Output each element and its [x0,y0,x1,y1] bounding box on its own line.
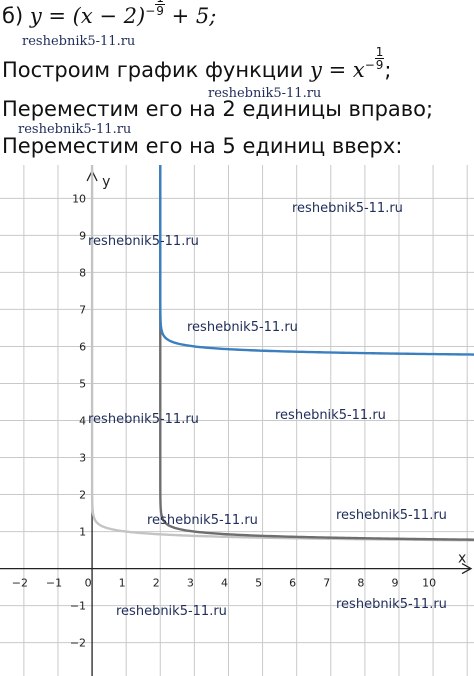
x-tick-label: 1 [119,577,126,590]
step-1-exponent: −1 9 [364,45,385,72]
function-curve-3 [159,165,474,356]
watermarks: reshebnik5-11.ru reshebnik5-11.ru reshebni… [88,201,447,619]
watermark: reshebnik5-11.ru [116,604,227,619]
y-tick-label: −1 [70,600,86,613]
y-tick-label: 1 [79,526,86,539]
step-1-text: Построим график функции [2,58,311,82]
function-curve-2 [159,165,474,541]
x-tick-label: 6 [289,577,296,590]
x-tick-label: 8 [357,577,364,590]
x-tick-label: 10 [422,577,436,590]
watermark: reshebnik5-11.ru [208,86,322,101]
curves [90,165,474,542]
x-tick-label: 3 [187,577,194,590]
x-tick-label: 7 [323,577,330,590]
task-prefix: б) [2,4,30,28]
watermark: reshebnik5-11.ru [88,234,199,249]
step-1-formula: y = x [310,58,365,82]
y-tick-label: 6 [79,340,86,353]
watermark: reshebnik5-11.ru [147,513,258,528]
x-tick-label: 2 [153,577,160,590]
y-tick-label: 7 [79,303,86,316]
watermark: reshebnik5-11.ru [187,320,298,335]
task-exponent: −19 [145,0,165,17]
x-tick-label: 4 [221,577,228,590]
y-tick-label: 3 [79,452,86,465]
y-tick-label: 4 [79,415,86,428]
grid [0,165,474,676]
watermark: reshebnik5-11.ru [336,597,447,612]
axis-labels: xy [102,174,466,567]
y-tick-label: 9 [79,229,86,242]
step-2-line: Переместим его на 2 единицы вправо; [2,97,434,121]
watermark: reshebnik5-11.ru [88,412,199,427]
x-axis-label: x [458,551,466,567]
function-curve-1 [90,165,474,542]
x-tick-label: 0 [85,577,92,590]
task-formula: y = (x − 2) [29,4,146,28]
tick-labels: −2 −1 0 1 2 3 4 5 6 7 8 9 10 −2 −1 1 2 3 4 5 6 7 8 9 10 [12,192,436,649]
watermark: reshebnik5-11.ru [336,508,447,523]
task-line: б) y = (x − 2)−19 + 5; [2,0,217,28]
x-tick-label: −1 [46,577,62,590]
watermark: reshebnik5-11.ru [292,201,403,216]
y-tick-label: 5 [79,377,86,390]
x-tick-label: 5 [255,577,262,590]
x-tick-label: 9 [391,577,398,590]
y-tick-label: −2 [70,637,86,650]
step-3-line: Переместим его на 5 единиц вверх: [2,134,403,158]
watermark: reshebnik5-11.ru [22,34,136,49]
y-tick-label: 8 [79,266,86,279]
watermark: reshebnik5-11.ru [18,122,132,137]
step-1-line: Построим график функции y = x− 1 9; [2,46,392,82]
task-formula-tail: + 5; [171,4,217,28]
x-axis-arrow [461,563,473,575]
x-tick-label: −2 [12,577,28,590]
step-1-tail: ; [384,58,392,82]
watermark: reshebnik5-11.ru [275,408,386,423]
y-axis-label: y [102,174,110,190]
y-tick-label: 10 [72,192,86,205]
y-tick-label: 2 [79,489,86,502]
